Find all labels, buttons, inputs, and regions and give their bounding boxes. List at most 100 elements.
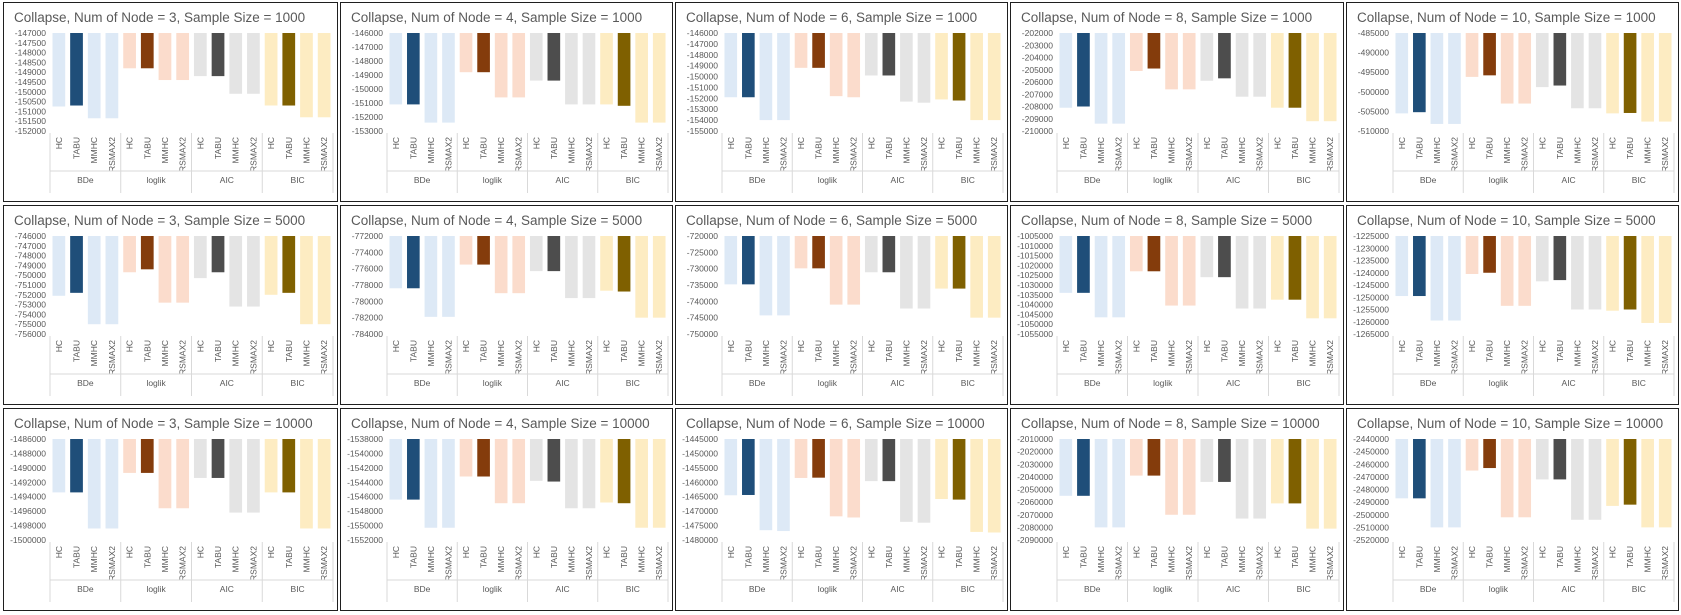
x-tick-label: MMHC [1572, 340, 1582, 366]
x-tick-label: HC [531, 546, 541, 558]
bar [1218, 236, 1231, 278]
group-label: loglik [146, 175, 166, 185]
x-tick-label: HC [1202, 546, 1212, 558]
x-tick-label: TABU [1290, 137, 1300, 159]
x-tick-label: RSMAX2 [107, 137, 117, 172]
group-label: BIC [1297, 175, 1311, 185]
bar [759, 33, 773, 121]
x-tick-label: HC [1467, 340, 1477, 352]
bar [1500, 236, 1514, 306]
bar [1413, 439, 1426, 499]
bar [864, 236, 878, 273]
x-tick-label: RSMAX2 [178, 340, 188, 375]
y-tick-label: -2020000 [1017, 447, 1053, 457]
bar [229, 33, 243, 94]
bar [1112, 439, 1126, 528]
bar [1395, 33, 1409, 114]
x-tick-label: HC [391, 137, 401, 149]
y-tick-label: -725000 [687, 247, 718, 257]
x-tick-label: HC [1272, 340, 1282, 352]
bar [742, 439, 755, 495]
group-label: BDe [414, 175, 431, 185]
x-tick-label: MMHC [1308, 546, 1318, 572]
x-tick-label: RSMAX2 [654, 340, 664, 375]
x-tick-label: TABU [408, 546, 418, 568]
x-tick-label: RSMAX2 [778, 546, 788, 581]
x-tick-label: HC [1397, 546, 1407, 558]
bar [442, 236, 455, 317]
group-label: BDe [1420, 175, 1437, 185]
x-tick-label: MMHC [1167, 340, 1177, 366]
group-label: AIC [891, 175, 905, 185]
bar [105, 236, 119, 325]
x-tick-label: TABU [213, 340, 223, 362]
bar [1606, 439, 1619, 506]
bar [1483, 236, 1496, 273]
chart-panel: Collapse, Num of Node = 6, Sample Size =… [675, 2, 1008, 202]
x-tick-label: MMHC [89, 137, 99, 163]
y-tick-label: -1230000 [1353, 243, 1389, 253]
y-tick-label: -772000 [352, 231, 383, 241]
bar [1413, 236, 1426, 297]
x-tick-label: RSMAX2 [514, 137, 524, 172]
bar [812, 439, 825, 478]
group-label: loglik [483, 584, 503, 594]
x-tick-label: MMHC [566, 137, 576, 163]
bar [829, 439, 843, 517]
y-tick-label: -1542000 [347, 463, 383, 473]
chart-title: Collapse, Num of Node = 6, Sample Size =… [686, 416, 985, 431]
x-tick-label: MMHC [426, 546, 436, 572]
chart-title: Collapse, Num of Node = 4, Sample Size =… [351, 10, 642, 25]
bar [407, 33, 420, 105]
bar [512, 439, 526, 504]
group-label: loglik [1153, 378, 1173, 388]
x-tick-label: TABU [1149, 340, 1159, 362]
x-tick-label: RSMAX2 [248, 137, 258, 172]
x-tick-label: MMHC [1096, 137, 1106, 163]
group-label: AIC [1562, 175, 1576, 185]
x-tick-label: TABU [1555, 546, 1565, 568]
chart-panel: Collapse, Num of Node = 10, Sample Size … [1346, 205, 1679, 405]
y-tick-label: -150000 [352, 84, 383, 94]
x-tick-label: HC [1202, 340, 1212, 352]
bar [459, 236, 473, 265]
bar [1518, 33, 1532, 104]
x-tick-label: MMHC [761, 340, 771, 366]
bar [87, 236, 101, 325]
x-tick-label: TABU [619, 546, 629, 568]
x-tick-label: RSMAX2 [1114, 137, 1124, 172]
bar [635, 439, 648, 528]
x-tick-label: TABU [1219, 137, 1229, 159]
bar [1094, 33, 1108, 124]
bar [794, 33, 808, 68]
y-tick-label: -782000 [352, 313, 383, 323]
bar [459, 439, 473, 477]
bar [158, 236, 172, 303]
x-tick-label: RSMAX2 [584, 546, 594, 581]
x-tick-label: HC [125, 340, 135, 352]
x-tick-label: HC [1131, 137, 1141, 149]
bar [1606, 236, 1619, 311]
bar [917, 236, 931, 309]
y-tick-label: -1544000 [347, 477, 383, 487]
bar [317, 33, 331, 118]
y-tick-label: -510000 [1358, 126, 1389, 136]
x-tick-label: MMHC [1096, 546, 1106, 572]
bar [565, 439, 578, 509]
bar [1658, 439, 1672, 528]
chart-title: Collapse, Num of Node = 6, Sample Size =… [686, 213, 977, 228]
x-tick-label: MMHC [1237, 137, 1247, 163]
x-tick-label: HC [937, 340, 947, 352]
y-tick-label: -1025000 [1017, 270, 1053, 280]
group-label: AIC [1562, 378, 1576, 388]
x-tick-label: TABU [213, 546, 223, 568]
x-tick-label: RSMAX2 [1325, 546, 1335, 581]
bar [529, 439, 543, 481]
y-tick-label: -2010000 [1017, 434, 1053, 444]
bar [193, 236, 207, 279]
x-tick-label: MMHC [1643, 137, 1653, 163]
x-tick-label: TABU [1414, 546, 1424, 568]
x-tick-label: HC [1131, 340, 1141, 352]
x-tick-label: HC [1608, 340, 1618, 352]
x-tick-label: TABU [814, 137, 824, 159]
